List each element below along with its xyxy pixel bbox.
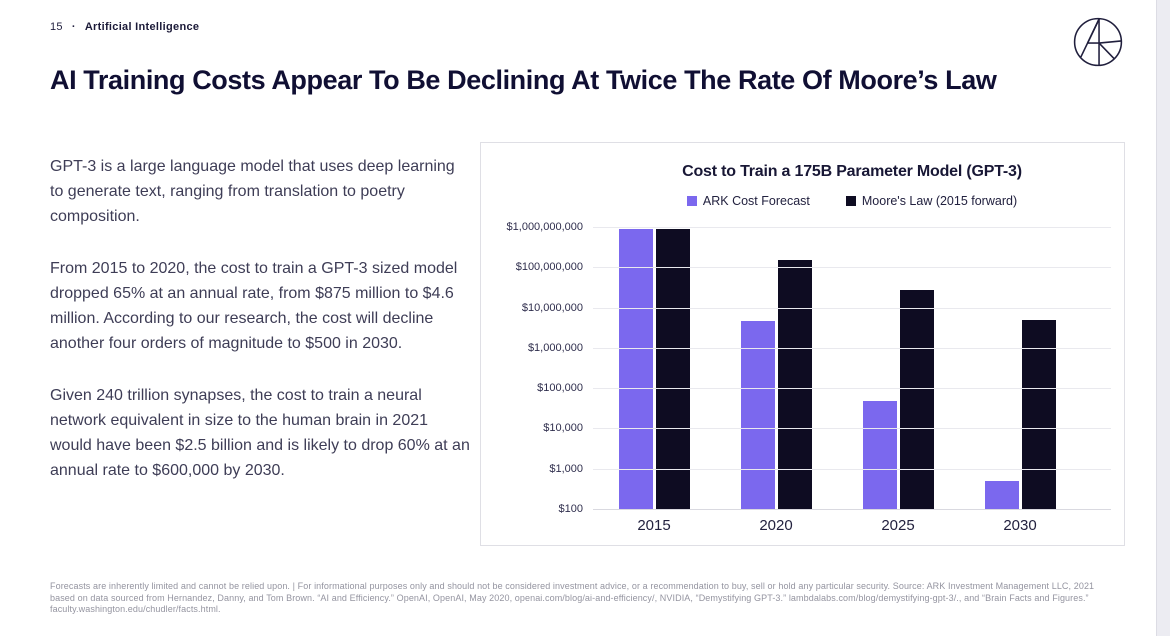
gridline xyxy=(593,468,1111,470)
gridline xyxy=(593,267,1111,269)
right-edge-strip xyxy=(1156,0,1170,636)
gridline xyxy=(593,509,1111,510)
bar-group xyxy=(715,259,837,509)
bar-group xyxy=(837,289,959,509)
bar xyxy=(655,229,690,509)
legend-swatch-icon xyxy=(845,196,856,206)
bar xyxy=(1021,319,1056,509)
page-title: AI Training Costs Appear To Be Declining… xyxy=(50,65,997,95)
page-number: 15 xyxy=(50,21,63,33)
gridline xyxy=(593,227,1111,228)
paragraph-3: Given 240 trillion synapses, the cost to… xyxy=(50,387,470,479)
legend-label: Moore's Law (2015 forward) xyxy=(861,194,1018,208)
footnote-disclaimer: Forecasts are inherently limited and can… xyxy=(50,581,1095,614)
x-axis-tick-label: 2030 xyxy=(1003,517,1037,534)
legend-item: ARK Cost Forecast xyxy=(686,194,810,208)
separator-dot: · xyxy=(71,21,76,33)
gridline xyxy=(593,347,1111,349)
ark-logo-icon xyxy=(1072,16,1124,68)
chart-panel: Cost to Train a 175B Parameter Model (GP… xyxy=(480,142,1125,546)
legend-item: Moore's Law (2015 forward) xyxy=(845,194,1018,208)
y-axis-tick-label: $100 xyxy=(558,503,583,515)
y-axis-tick-label: $10,000 xyxy=(543,422,583,435)
plot-area xyxy=(593,227,1111,510)
bar xyxy=(740,321,775,509)
chart-legend: ARK Cost Forecast Moore's Law (2015 forwa… xyxy=(593,194,1111,208)
legend-label: ARK Cost Forecast xyxy=(702,194,810,208)
x-axis-tick-label: 2015 xyxy=(637,517,671,534)
y-axis-tick-label: $10,000,000 xyxy=(521,301,583,314)
chart-header: Cost to Train a 175B Parameter Model (GP… xyxy=(593,163,1111,208)
y-axis-tick-label: $1,000 xyxy=(549,462,583,475)
gridline xyxy=(593,307,1111,309)
breadcrumb: 15 · Artificial Intelligence xyxy=(50,21,199,33)
body-text-column: GPT-3 is a large language model that use… xyxy=(50,154,470,510)
x-axis-tick-label: 2025 xyxy=(881,517,915,534)
y-axis-tick-label: $100,000,000 xyxy=(515,261,583,274)
paragraph-2: From 2015 to 2020, the cost to train a G… xyxy=(50,260,458,352)
y-axis-tick-label: $1,000,000 xyxy=(527,341,583,354)
paragraph-1: GPT-3 is a large language model that use… xyxy=(50,158,455,225)
section-label: Artificial Intelligence xyxy=(84,21,200,33)
bar xyxy=(899,289,934,509)
bar-group xyxy=(593,229,715,509)
x-axis-tick-label: 2020 xyxy=(759,517,793,534)
chart-title: Cost to Train a 175B Parameter Model (GP… xyxy=(682,163,1022,180)
gridline xyxy=(593,428,1111,430)
y-axis-tick-label: $100,000 xyxy=(537,382,583,395)
x-axis: 2015 2020 2025 2030 xyxy=(593,517,1111,534)
y-axis-tick-label: $1,000,000,000 xyxy=(506,221,583,233)
bar xyxy=(618,229,653,509)
bar-group xyxy=(959,319,1081,509)
legend-swatch-icon xyxy=(686,196,697,206)
bar xyxy=(777,259,812,509)
bar-groups xyxy=(593,227,1111,509)
gridline xyxy=(593,388,1111,390)
bar xyxy=(862,401,897,509)
bar xyxy=(984,480,1019,509)
y-axis: $1,000,000,000 $100,000,000 $10,000,000 $1,… xyxy=(481,221,583,515)
